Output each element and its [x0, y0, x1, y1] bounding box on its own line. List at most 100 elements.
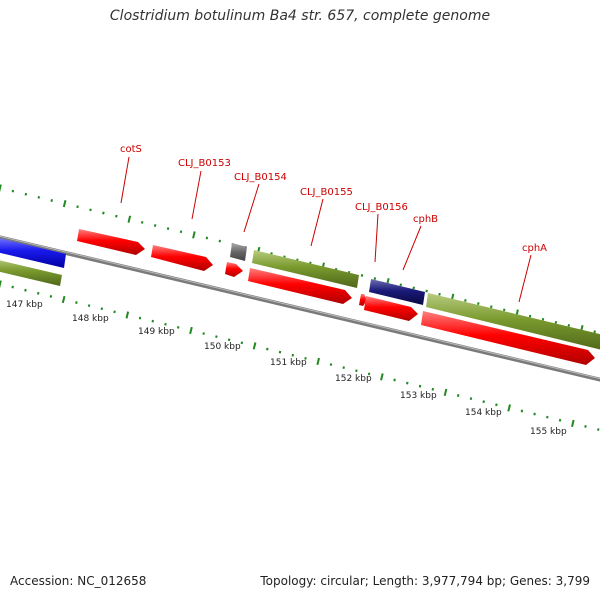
lower-minor-tick: [11, 285, 14, 289]
upper-minor-tick: [218, 239, 222, 243]
lower-minor-tick: [215, 335, 218, 339]
upper-minor-tick: [399, 283, 402, 287]
lower-major-tick: [189, 326, 193, 335]
scale-label-151: 151 kbp: [270, 358, 307, 368]
upper-minor-tick: [115, 214, 118, 218]
scale-label-152: 152 kbp: [335, 374, 372, 384]
lower-minor-tick: [342, 366, 345, 370]
upper-minor-tick: [554, 320, 558, 324]
lower-minor-tick: [418, 384, 422, 388]
lower-minor-tick: [138, 316, 142, 320]
upper-minor-tick: [179, 230, 183, 234]
gene-label-cotS: cotS: [120, 144, 142, 155]
lower-minor-tick: [431, 387, 435, 391]
lower-minor-tick: [227, 338, 231, 342]
scale-label-147: 147 kbp: [6, 300, 43, 310]
upper-minor-tick: [76, 205, 79, 209]
upper-minor-tick: [166, 227, 170, 231]
lower-minor-tick: [100, 307, 104, 311]
upper-minor-tick: [24, 192, 28, 196]
upper-minor-tick: [89, 208, 92, 212]
lower-minor-tick: [304, 356, 307, 360]
lower-minor-tick: [520, 409, 524, 413]
gene-label-cphA: cphA: [522, 243, 547, 254]
upper-minor-tick: [412, 286, 415, 290]
lower-minor-tick: [49, 294, 53, 298]
gene-label-cphB: cphB: [413, 214, 438, 225]
gene-label-leaders: [120, 156, 532, 303]
upper-minor-tick: [464, 299, 467, 302]
feature-CLJ-B0154-gray: [230, 243, 247, 261]
lower-minor-tick: [329, 363, 333, 366]
gene-label-CLJ-B0154: CLJ_B0154: [234, 172, 287, 183]
lower-minor-tick: [584, 425, 587, 428]
upper-minor-tick: [438, 292, 441, 296]
upper-minor-tick: [490, 305, 493, 309]
lower-major-tick: [443, 388, 448, 397]
scale-label-153: 153 kbp: [400, 391, 437, 401]
leader-cphA: [518, 254, 532, 303]
lower-minor-tick: [533, 412, 536, 416]
scale-label-154: 154 kbp: [465, 408, 502, 418]
lower-minor-tick: [151, 319, 154, 323]
lower-minor-tick: [546, 415, 549, 419]
upper-minor-tick: [360, 274, 364, 277]
leader-CLJ-B0156: [374, 213, 379, 263]
upper-minor-tick: [102, 211, 105, 215]
lower-major-tick: [571, 419, 575, 428]
upper-major-tick: [0, 184, 2, 192]
upper-minor-tick: [205, 236, 209, 240]
scale-label-155: 155 kbp: [530, 427, 567, 437]
topology-text: Topology: circular; Length: 3,977,794 bp…: [260, 574, 590, 588]
lower-minor-tick: [355, 369, 358, 373]
feature-blue-left: [0, 238, 66, 268]
lower-minor-tick: [393, 378, 396, 382]
leader-cphB: [402, 225, 422, 271]
lower-minor-tick: [469, 397, 473, 401]
lower-minor-tick: [291, 353, 294, 357]
gene-label-CLJ-B0153: CLJ_B0153: [178, 158, 231, 169]
lower-minor-tick: [87, 304, 91, 308]
upper-minor-tick: [528, 314, 532, 318]
lower-tick-track: [0, 280, 600, 431]
lower-minor-tick: [266, 347, 269, 351]
upper-minor-tick: [37, 195, 41, 199]
upper-minor-tick: [502, 308, 506, 312]
gene-label-CLJ-B0155: CLJ_B0155: [300, 187, 353, 198]
leader-CLJ-B0154: [243, 183, 260, 233]
genome-backbone: [0, 235, 600, 382]
upper-minor-tick: [153, 224, 157, 227]
lower-minor-tick: [75, 301, 78, 304]
upper-minor-tick: [140, 220, 144, 224]
gene-CLJ-B0155-green: [252, 250, 359, 288]
scale-label-148: 148 kbp: [72, 314, 109, 324]
lower-major-tick: [316, 357, 320, 366]
upper-minor-tick: [541, 317, 545, 321]
upper-minor-tick: [567, 324, 571, 327]
lower-minor-tick: [240, 341, 244, 345]
cds-cotS-arrow: [77, 229, 145, 255]
lower-major-tick: [125, 311, 130, 319]
leader-CLJ-B0155: [310, 198, 324, 247]
cds-CLJ-B0155-arrow: [248, 268, 352, 304]
lower-minor-tick: [597, 428, 600, 431]
genome-title: Clostridium botulinum Ba4 str. 657, comp…: [109, 8, 491, 24]
lower-minor-tick: [176, 325, 180, 329]
upper-minor-tick: [11, 189, 15, 193]
lower-major-tick: [252, 342, 257, 350]
feature-cphB-navy: [369, 279, 425, 305]
lower-minor-tick: [495, 403, 498, 407]
feature-green-left: [0, 260, 62, 286]
lower-minor-tick: [278, 350, 282, 354]
lower-major-tick: [380, 373, 384, 381]
lower-major-tick: [61, 295, 66, 304]
lower-minor-tick: [482, 400, 485, 404]
lower-minor-tick: [456, 394, 460, 397]
lower-minor-tick: [367, 372, 371, 376]
lower-minor-tick: [406, 381, 409, 385]
scale-label-150: 150 kbp: [204, 342, 241, 352]
gene-label-CLJ-B0156: CLJ_B0156: [355, 202, 408, 213]
lower-minor-tick: [202, 332, 205, 335]
